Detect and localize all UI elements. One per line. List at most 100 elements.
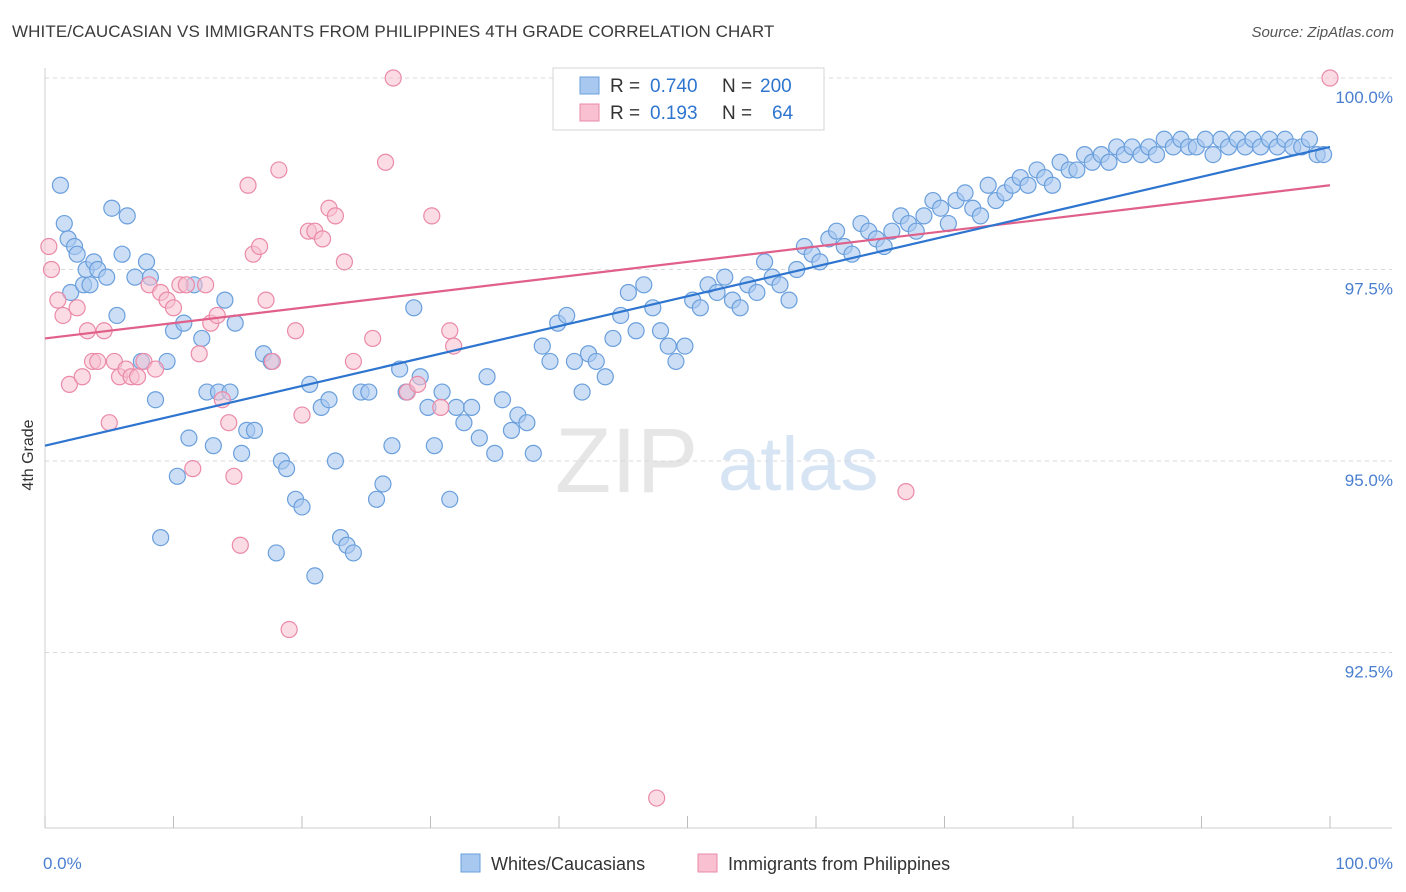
point-philippines xyxy=(197,276,215,294)
point-whites xyxy=(915,207,933,225)
legend-top: R = 0.740 N = 200 R = 0.193 N = 64 xyxy=(552,67,825,131)
point-whites xyxy=(627,322,645,340)
point-philippines xyxy=(231,536,249,554)
point-whites xyxy=(1300,130,1319,148)
point-whites xyxy=(152,528,170,547)
point-whites xyxy=(587,352,605,371)
point-whites xyxy=(1019,176,1037,194)
point-whites xyxy=(455,414,473,432)
y-tick-label: 100.0% xyxy=(1335,88,1393,107)
point-whites xyxy=(306,567,324,585)
point-whites xyxy=(1196,130,1214,148)
point-whites xyxy=(755,253,774,271)
point-philippines xyxy=(146,360,165,378)
point-whites xyxy=(68,245,86,263)
legend-bottom-swatch-blue xyxy=(460,853,481,873)
point-philippines xyxy=(239,176,257,194)
point-whites xyxy=(716,268,734,286)
point-whites xyxy=(126,268,144,286)
point-whites xyxy=(233,444,251,462)
legend-swatch-blue xyxy=(579,76,600,95)
point-whites xyxy=(604,329,622,348)
point-whites xyxy=(383,437,401,455)
point-philippines xyxy=(648,789,666,807)
point-philippines xyxy=(208,306,226,325)
point-whites xyxy=(277,460,296,478)
legend-bottom-label-pink: Immigrants from Philippines xyxy=(728,854,950,874)
point-whites xyxy=(596,368,614,386)
point-whites xyxy=(137,253,156,271)
legend-bottom: Whites/Caucasians Immigrants from Philip… xyxy=(460,853,950,874)
axes xyxy=(44,68,1392,829)
point-whites xyxy=(748,283,766,302)
point-whites xyxy=(478,368,496,386)
point-philippines xyxy=(263,352,282,371)
point-whites xyxy=(113,245,131,263)
point-whites xyxy=(168,467,186,485)
point-whites xyxy=(1068,161,1086,179)
point-philippines xyxy=(335,253,354,271)
point-whites xyxy=(573,383,591,401)
point-philippines xyxy=(409,375,427,393)
point-whites xyxy=(651,322,670,340)
point-whites xyxy=(1314,146,1333,164)
point-whites xyxy=(883,222,901,240)
point-whites xyxy=(771,276,789,294)
point-whites xyxy=(731,299,749,317)
series-whites-points xyxy=(51,130,1333,585)
point-philippines xyxy=(250,237,269,256)
x-tick-label: 0.0% xyxy=(43,854,82,873)
point-whites xyxy=(216,291,234,309)
point-philippines xyxy=(326,207,345,225)
legend-n-label-1: N = xyxy=(722,76,752,97)
point-whites xyxy=(98,268,116,286)
point-whites xyxy=(118,207,136,225)
y-tick-label: 95.0% xyxy=(1345,471,1393,490)
x-tick-label: 100.0% xyxy=(1335,854,1393,873)
point-philippines xyxy=(40,237,58,256)
point-philippines xyxy=(164,299,183,317)
point-whites xyxy=(635,276,653,294)
point-whites xyxy=(502,421,521,439)
point-philippines xyxy=(344,352,362,371)
tick-labels: 92.5% 95.0% 97.5% 100.0% 0.0% 100.0% xyxy=(43,88,1393,873)
point-whites xyxy=(293,498,311,516)
point-whites xyxy=(267,544,285,562)
chart-title: WHITE/CAUCASIAN VS IMMIGRANTS FROM PHILI… xyxy=(12,22,775,41)
legend-r-label-1: R = xyxy=(610,76,640,97)
point-whites xyxy=(659,337,677,355)
watermark-zip: ZIP xyxy=(555,410,698,512)
point-philippines xyxy=(897,483,915,501)
point-whites xyxy=(524,444,542,462)
point-whites xyxy=(405,299,423,317)
point-whites xyxy=(541,352,559,371)
point-whites xyxy=(55,214,73,233)
point-whites xyxy=(367,490,386,508)
point-philippines xyxy=(423,207,441,225)
point-philippines xyxy=(293,406,311,424)
legend-r-label-2: R = xyxy=(610,103,640,124)
point-philippines xyxy=(89,352,107,371)
point-whites xyxy=(708,283,726,302)
point-philippines xyxy=(177,276,195,294)
point-whites xyxy=(533,337,551,355)
legend-bottom-swatch-pink xyxy=(697,853,718,873)
point-whites xyxy=(932,199,950,217)
point-whites xyxy=(1147,146,1166,164)
point-whites xyxy=(441,490,459,508)
point-whites xyxy=(193,329,211,348)
point-whites xyxy=(518,414,536,432)
point-whites xyxy=(180,429,198,447)
point-philippines xyxy=(42,260,61,279)
legend-n-label-2: N = xyxy=(722,103,752,124)
point-whites xyxy=(245,421,264,439)
point-whites xyxy=(676,337,694,355)
point-whites xyxy=(425,437,443,455)
point-whites xyxy=(827,222,846,240)
point-philippines xyxy=(220,414,238,432)
point-philippines xyxy=(49,291,67,309)
point-philippines xyxy=(73,368,91,386)
point-philippines xyxy=(384,69,402,87)
trend-line-whites xyxy=(44,145,1331,447)
